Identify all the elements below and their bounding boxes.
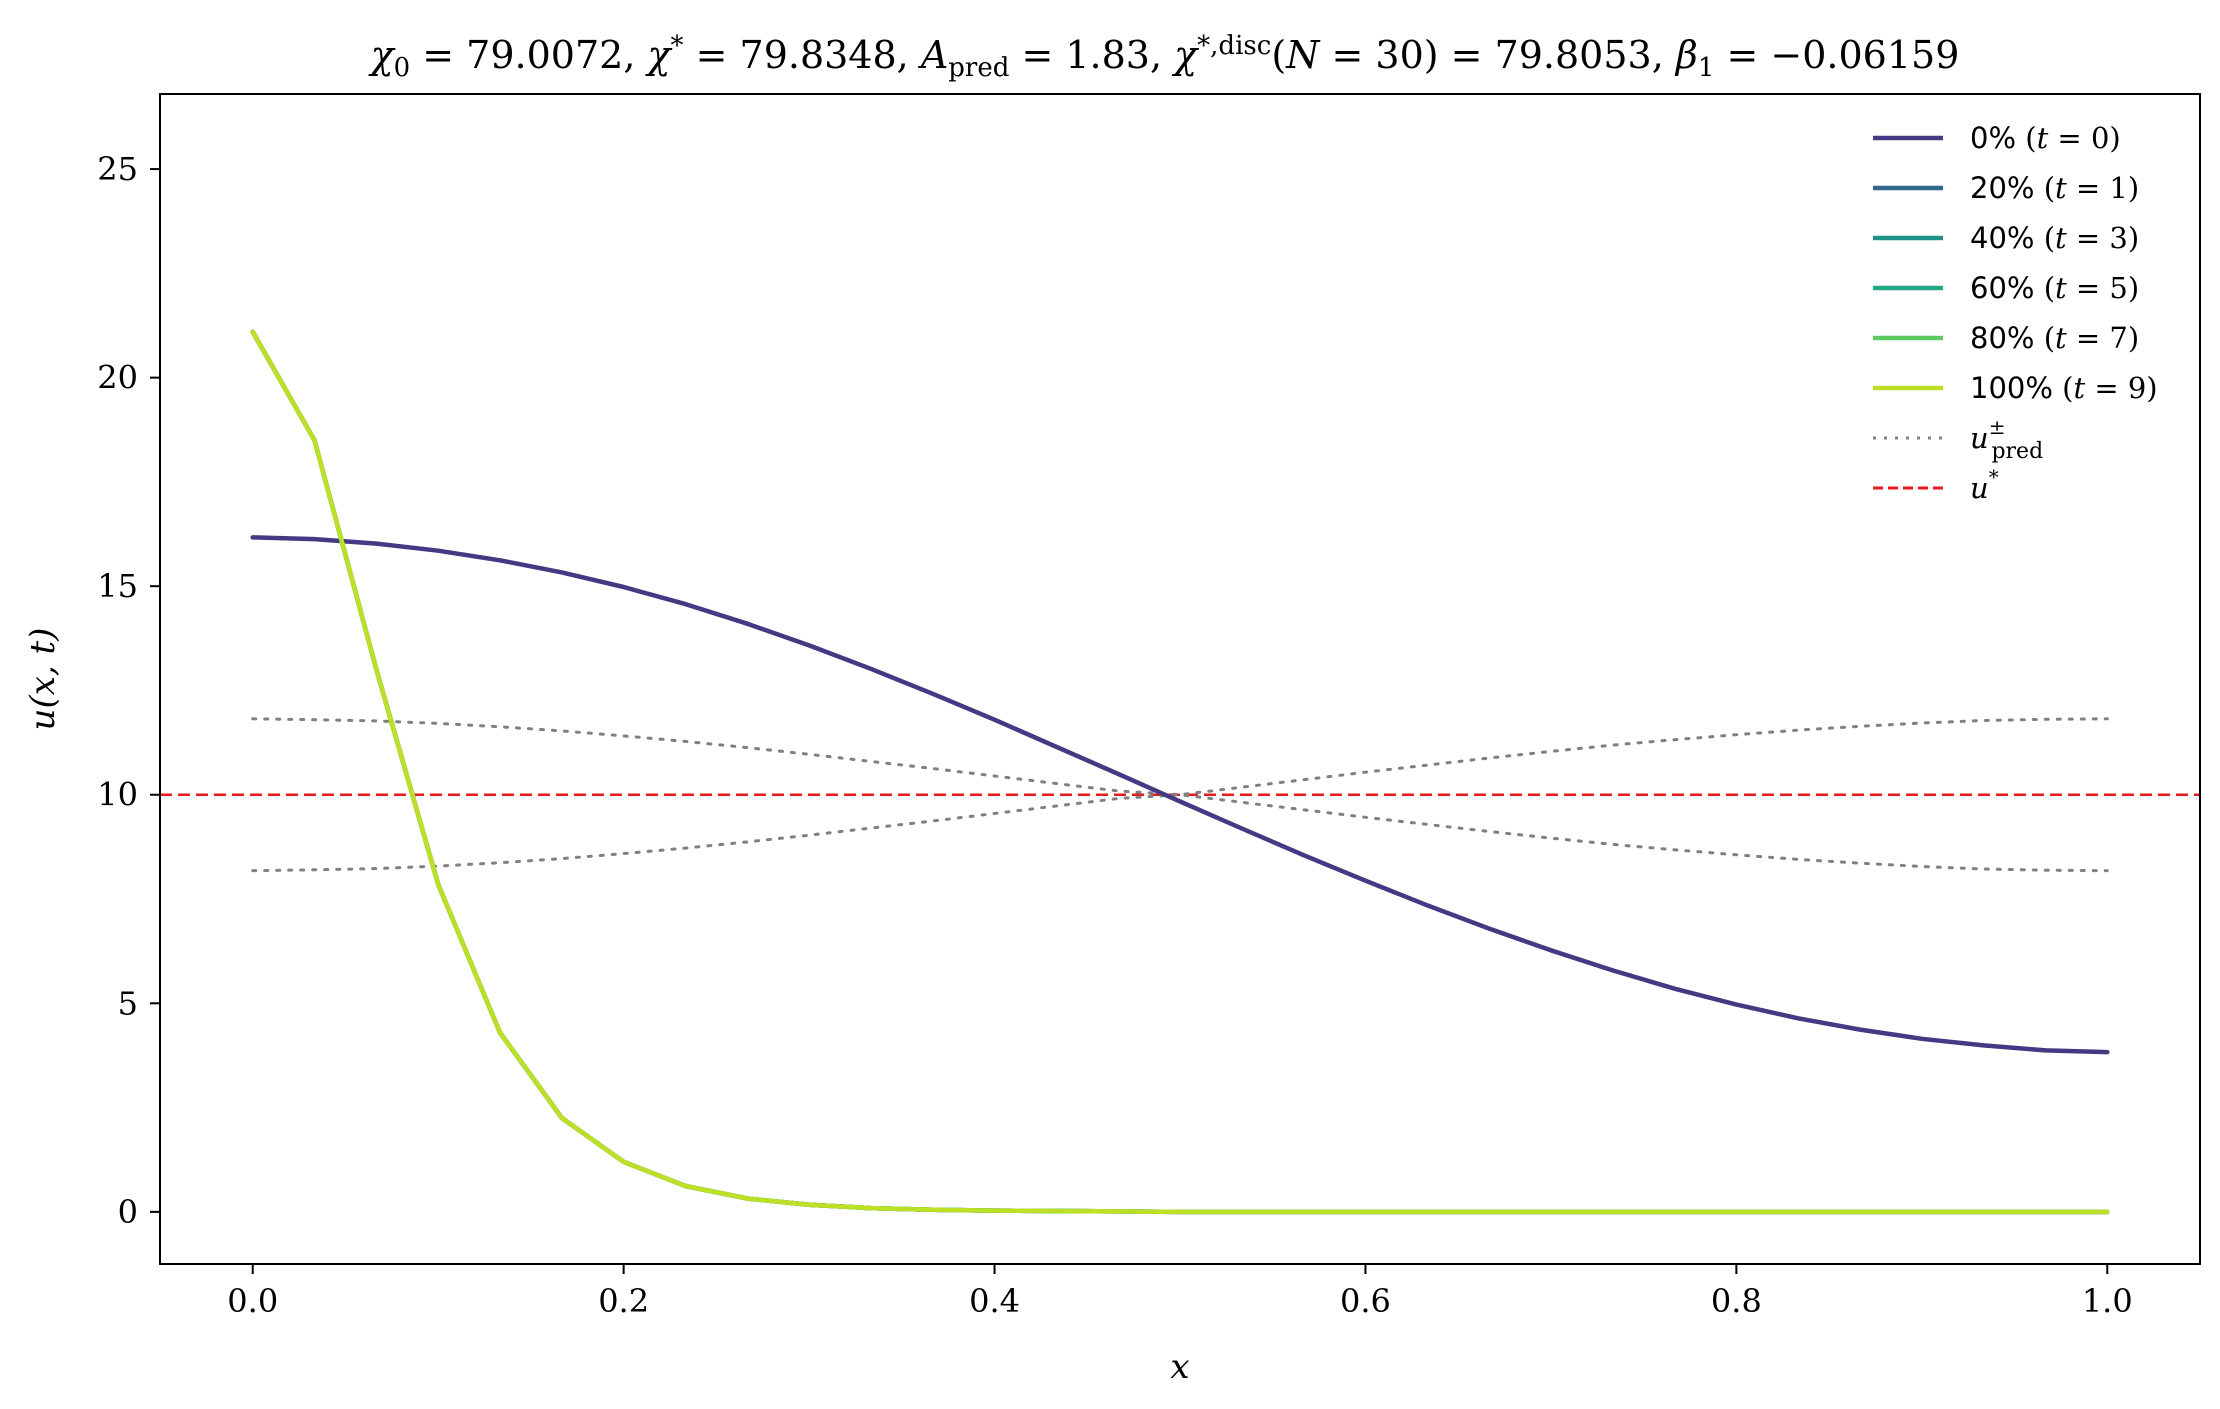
x-tick-label: 0.8 (1711, 1282, 1762, 1320)
series-line-2 (250, 329, 2110, 1215)
chart-title: χ0 = 79.0072, χ* = 79.8348, Apred = 1.83… (368, 31, 1960, 83)
series-line-0 (250, 535, 2110, 1055)
series-line-5 (250, 329, 2110, 1215)
x-tick-label: 0.0 (227, 1282, 278, 1320)
ticks-layer: 0.0 0.2 0.4 0.6 0.8 1.0 0 5 10 15 20 25 (97, 150, 2132, 1320)
series-layer (160, 329, 2200, 1215)
x-tick-label: 0.4 (969, 1282, 1020, 1320)
legend-label: 40% (t = 3) (1970, 221, 2139, 255)
plot-frame (159, 93, 2201, 1265)
y-tick-label: 15 (97, 567, 138, 605)
legend-label: 60% (t = 5) (1970, 271, 2139, 305)
x-axis-label: x (1170, 1347, 1189, 1387)
x-tick-label: 1.0 (2082, 1282, 2133, 1320)
y-tick-label: 0 (118, 1193, 138, 1231)
series-line-3 (250, 329, 2110, 1215)
series-line-4 (250, 329, 2110, 1215)
legend-label: 80% (t = 7) (1970, 321, 2139, 355)
y-tick-label: 25 (97, 150, 138, 188)
x-tick-label: 0.6 (1340, 1282, 1391, 1320)
legend-label: 100% (t = 9) (1970, 371, 2158, 405)
legend-label: u* (1970, 465, 1999, 505)
legend: 0% (t = 0) 20% (t = 1) 40% (t = 3) 60% (t =… (1873, 121, 2158, 505)
legend-label: 20% (t = 1) (1970, 171, 2139, 205)
y-tick-label: 5 (118, 984, 138, 1022)
legend-label: 0% (t = 0) (1970, 121, 2121, 155)
legend-label: u± pred (1970, 415, 2043, 464)
series-line-1 (250, 329, 2110, 1215)
x-tick-label: 0.2 (598, 1282, 649, 1320)
y-tick-label: 10 (97, 776, 138, 814)
y-tick-label: 20 (97, 359, 138, 397)
y-axis-label: u(x, t) (23, 628, 63, 731)
